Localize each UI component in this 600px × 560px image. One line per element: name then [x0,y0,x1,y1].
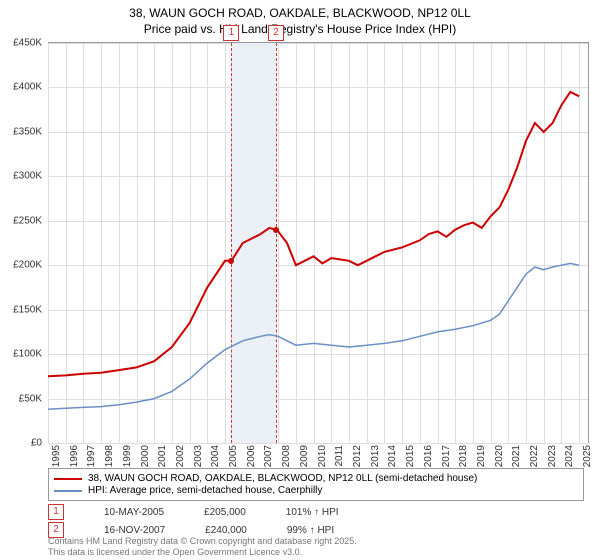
x-tick-label: 2005 [228,445,239,467]
x-tick-label: 2019 [476,445,487,467]
y-tick-label: £0 [31,438,42,449]
series-hpi [48,263,579,409]
line-svg [48,43,588,443]
legend-item-hpi: HPI: Average price, semi-detached house,… [54,485,578,496]
y-tick-label: £350K [13,126,42,137]
legend-box: 38, WAUN GOCH ROAD, OAKDALE, BLACKWOOD, … [48,468,584,501]
legend-swatch-hpi [54,490,82,492]
x-tick-label: 2016 [423,445,434,467]
x-tick-label: 2024 [564,445,575,467]
plot-area: 12 £0£50K£100K£150K£200K£250K£300K£350K£… [48,42,589,443]
sale-price-1: £205,000 [204,507,246,518]
y-tick-label: £150K [13,304,42,315]
y-tick-label: £400K [13,82,42,93]
x-tick-label: 2025 [582,445,593,467]
x-tick-label: 2013 [370,445,381,467]
x-tick-label: 2022 [529,445,540,467]
x-tick-label: 2001 [157,445,168,467]
x-tick-label: 2006 [246,445,257,467]
x-tick-label: 1996 [69,445,80,467]
x-tick-label: 2018 [458,445,469,467]
chart-container: 38, WAUN GOCH ROAD, OAKDALE, BLACKWOOD, … [0,0,600,560]
sale-row-1: 1 10-MAY-2005 £205,000 101% ↑ HPI [48,504,339,520]
y-tick-label: £300K [13,171,42,182]
x-tick-label: 2017 [441,445,452,467]
x-tick-label: 2011 [334,445,345,467]
sale-point-2 [273,227,279,233]
x-tick-label: 2020 [494,445,505,467]
x-tick-label: 2010 [317,445,328,467]
sale-marker-flag-2: 2 [268,25,284,41]
x-tick-label: 1998 [104,445,115,467]
title-line-2: Price paid vs. HM Land Registry's House … [0,22,600,38]
x-tick-label: 2004 [210,445,221,467]
series-price-paid [48,92,579,376]
y-tick-label: £200K [13,260,42,271]
footer-line-1: Contains HM Land Registry data © Crown c… [48,536,357,547]
chart-title: 38, WAUN GOCH ROAD, OAKDALE, BLACKWOOD, … [0,0,600,37]
sale-price-2: £240,000 [205,525,247,536]
x-tick-label: 2012 [352,445,363,467]
y-tick-label: £250K [13,215,42,226]
y-tick-label: £50K [19,393,42,404]
sale-hpi-1: 101% ↑ HPI [286,507,339,518]
footer-line-2: This data is licensed under the Open Gov… [48,547,357,558]
sale-date-1: 10-MAY-2005 [104,507,164,518]
x-tick-label: 2014 [387,445,398,467]
sale-marker-1: 1 [48,504,64,520]
x-tick-label: 1999 [122,445,133,467]
title-line-1: 38, WAUN GOCH ROAD, OAKDALE, BLACKWOOD, … [0,6,600,22]
legend-swatch-price [54,478,82,480]
x-tick-label: 2021 [511,445,522,467]
x-tick-label: 2008 [281,445,292,467]
x-tick-label: 2009 [299,445,310,467]
sale-marker-flag-1: 1 [223,25,239,41]
x-tick-label: 2002 [175,445,186,467]
sale-date-2: 16-NOV-2007 [104,525,165,536]
legend-label-hpi: HPI: Average price, semi-detached house,… [88,485,322,496]
legend-item-price: 38, WAUN GOCH ROAD, OAKDALE, BLACKWOOD, … [54,473,578,484]
footer-attribution: Contains HM Land Registry data © Crown c… [48,536,357,558]
x-tick-label: 1997 [86,445,97,467]
x-tick-label: 1995 [51,445,62,467]
x-tick-label: 2000 [140,445,151,467]
y-tick-label: £450K [13,38,42,49]
legend-label-price: 38, WAUN GOCH ROAD, OAKDALE, BLACKWOOD, … [88,473,477,484]
sale-hpi-2: 99% ↑ HPI [287,525,334,536]
x-tick-label: 2007 [263,445,274,467]
x-tick-label: 2003 [193,445,204,467]
y-tick-label: £100K [13,349,42,360]
x-tick-label: 2015 [405,445,416,467]
sale-point-1 [228,258,234,264]
x-tick-label: 2023 [547,445,558,467]
